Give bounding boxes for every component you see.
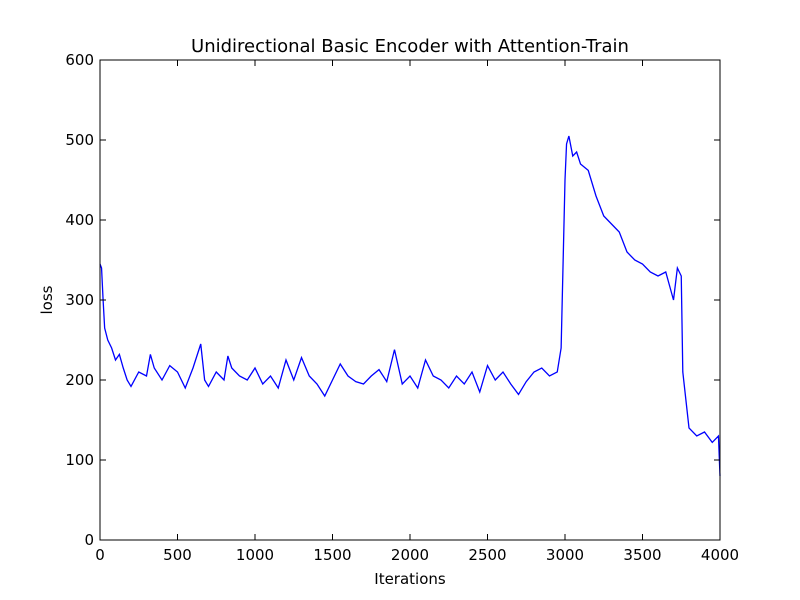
y-tick-label: 300 — [65, 291, 94, 309]
y-tick-label: 200 — [65, 371, 94, 389]
x-tick-label: 1500 — [313, 546, 351, 564]
y-tick-label: 500 — [65, 131, 94, 149]
data-line — [99, 135, 721, 477]
y-tick-label: 0 — [84, 531, 94, 549]
x-tick-label: 1000 — [236, 546, 274, 564]
x-tick-label: 500 — [163, 546, 192, 564]
y-tick-label: 100 — [65, 451, 94, 469]
y-tick-label: 600 — [65, 51, 94, 69]
y-axis-label: loss — [38, 285, 56, 314]
x-tick-label: 3000 — [546, 546, 584, 564]
x-axis-label: Iterations — [374, 570, 446, 588]
x-tick-label: 2500 — [468, 546, 506, 564]
x-tick-label: 3500 — [623, 546, 661, 564]
x-tick-label: 2000 — [391, 546, 429, 564]
y-tick-label: 400 — [65, 211, 94, 229]
x-tick-label: 4000 — [701, 546, 739, 564]
x-tick-label: 0 — [95, 546, 105, 564]
chart-title: Unidirectional Basic Encoder with Attent… — [191, 36, 629, 57]
